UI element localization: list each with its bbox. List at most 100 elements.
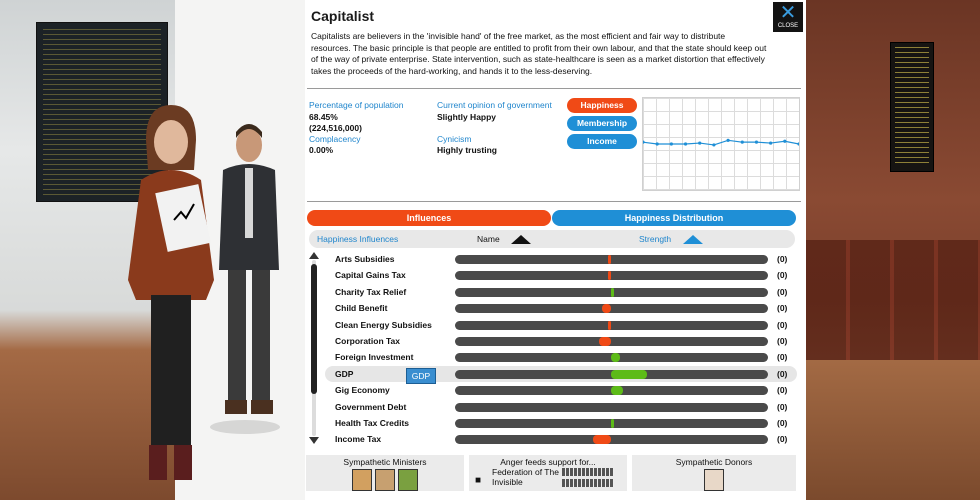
influence-strength-bar xyxy=(455,435,768,445)
influence-name: Government Debt xyxy=(335,401,407,412)
minister-portrait[interactable] xyxy=(398,469,418,491)
sort-by-strength[interactable]: Strength xyxy=(639,234,672,244)
influence-value: (0) xyxy=(777,385,788,396)
influences-scrollbar[interactable] xyxy=(309,252,319,444)
close-icon: ✕ xyxy=(779,2,797,24)
woman-character xyxy=(128,105,214,480)
influence-strength-bar xyxy=(455,386,768,396)
cynicism-label: Cynicism xyxy=(437,134,472,144)
chart-point xyxy=(698,141,702,145)
influence-value: (0) xyxy=(777,368,788,379)
influence-name: Income Tax xyxy=(335,434,382,445)
influence-value: (0) xyxy=(777,286,788,297)
gdp-tooltip: GDP xyxy=(406,368,436,384)
influence-name: Capital Gains Tax xyxy=(335,270,406,281)
influence-strength-fill xyxy=(611,419,614,428)
chart-point xyxy=(643,140,645,144)
studio-screen-right xyxy=(890,42,934,172)
influence-value: (0) xyxy=(777,270,788,281)
influence-row[interactable]: GDP (0) xyxy=(325,365,797,382)
opinion-label: Current opinion of government xyxy=(437,100,552,110)
scroll-up-icon[interactable] xyxy=(309,252,319,259)
group-info-panel: Capitalist Capitalists are believers in … xyxy=(305,0,806,500)
opinion-value: Slightly Happy xyxy=(437,112,497,122)
influence-strength-bar xyxy=(455,287,768,297)
sympathetic-donors-label: Sympathetic Donors xyxy=(675,457,753,467)
chart-point xyxy=(726,138,730,142)
influence-name: Corporation Tax xyxy=(335,336,401,346)
close-label: CLOSE xyxy=(777,23,799,29)
influence-row[interactable]: Gig Economy (0) xyxy=(325,382,797,398)
influence-strength-fill xyxy=(608,255,611,264)
happiness-history-chart xyxy=(642,97,800,191)
close-button[interactable]: ✕ CLOSE xyxy=(773,2,803,32)
influence-row[interactable]: Government Debt (0) xyxy=(325,399,797,415)
influence-strength-bar xyxy=(455,320,768,330)
influence-row[interactable]: Foreign Investment (0) xyxy=(325,349,797,365)
influence-name: Clean Energy Subsidies xyxy=(335,319,432,330)
influence-row[interactable]: Clean Energy Subsidies (0) xyxy=(325,317,797,333)
sort-by-name[interactable]: Name xyxy=(477,234,500,244)
complacency-value: 0.00% xyxy=(309,145,334,155)
influence-strength-bar xyxy=(455,369,768,379)
influence-strength-bar xyxy=(455,419,768,428)
influence-name: GDP xyxy=(335,368,354,379)
influence-row[interactable]: Corporation Tax (0) xyxy=(325,333,797,349)
influence-value: (0) xyxy=(777,336,788,346)
influence-name: Health Tax Credits xyxy=(335,418,410,428)
auditorium-floor xyxy=(806,360,980,500)
population-count: (224,516,000) xyxy=(309,123,362,133)
influence-strength-fill xyxy=(611,287,614,297)
membership-chart-button[interactable]: Membership xyxy=(567,116,637,131)
sort-name-arrow-icon[interactable] xyxy=(511,235,531,244)
chart-point xyxy=(683,142,688,146)
sympathetic-ministers-box: Sympathetic Ministers xyxy=(306,455,464,491)
influence-name: Child Benefit xyxy=(335,303,388,314)
donor-portrait[interactable] xyxy=(704,469,724,491)
divider xyxy=(307,88,801,89)
population-percent: 68.45% xyxy=(309,112,338,122)
chart-point xyxy=(655,142,659,146)
anger-group-name[interactable]: Federation of The Invisible xyxy=(492,467,559,487)
minister-portrait[interactable] xyxy=(352,469,372,491)
influence-strength-bar xyxy=(455,255,768,264)
influence-strength-fill xyxy=(599,337,611,346)
minister-portrait[interactable] xyxy=(375,469,395,491)
influence-value: (0) xyxy=(777,319,788,330)
income-chart-button[interactable]: Income xyxy=(567,134,637,149)
chart-point xyxy=(783,139,787,143)
complacency-label: Complacency xyxy=(309,134,361,144)
influence-value: (0) xyxy=(777,352,788,363)
influence-strength-fill xyxy=(608,271,611,281)
influences-header: Happiness Influences Name Strength xyxy=(309,230,795,248)
influence-row[interactable]: Health Tax Credits (0) xyxy=(325,415,797,431)
cynicism-value: Highly trusting xyxy=(437,145,497,155)
influence-row[interactable]: Arts Subsidies (0) xyxy=(325,251,797,267)
scroll-down-icon[interactable] xyxy=(309,437,319,444)
happiness-chart-button[interactable]: Happiness xyxy=(567,98,637,113)
happiness-influences-label: Happiness Influences xyxy=(317,234,399,244)
influence-row[interactable]: Capital Gains Tax (0) xyxy=(325,267,797,283)
chart-point xyxy=(797,142,799,146)
influence-value: (0) xyxy=(777,401,788,412)
tab-happiness-distribution[interactable]: Happiness Distribution xyxy=(552,210,796,226)
influence-value: (0) xyxy=(777,303,788,314)
anger-feeds-box: Anger feeds support for... ■ Federation … xyxy=(469,455,627,491)
sympathetic-ministers-label: Sympathetic Ministers xyxy=(343,457,427,467)
chart-point xyxy=(669,142,673,146)
influence-name: Arts Subsidies xyxy=(335,254,395,264)
auditorium-seats xyxy=(806,240,980,360)
tab-influences[interactable]: Influences xyxy=(307,210,551,226)
influence-strength-bar xyxy=(455,353,768,363)
happiness-series-line xyxy=(643,139,799,146)
influence-strength-fill xyxy=(593,435,611,445)
influence-row[interactable]: Child Benefit (0) xyxy=(325,300,797,316)
influence-row[interactable]: Income Tax (0) xyxy=(325,431,797,447)
influence-name: Foreign Investment xyxy=(335,352,414,363)
influence-name: Charity Tax Relief xyxy=(335,286,407,297)
influence-strength-bar xyxy=(455,337,768,346)
sort-strength-arrow-icon[interactable] xyxy=(683,235,703,244)
scroll-thumb[interactable] xyxy=(311,264,317,394)
influence-row[interactable]: Charity Tax Relief (0) xyxy=(325,284,797,300)
